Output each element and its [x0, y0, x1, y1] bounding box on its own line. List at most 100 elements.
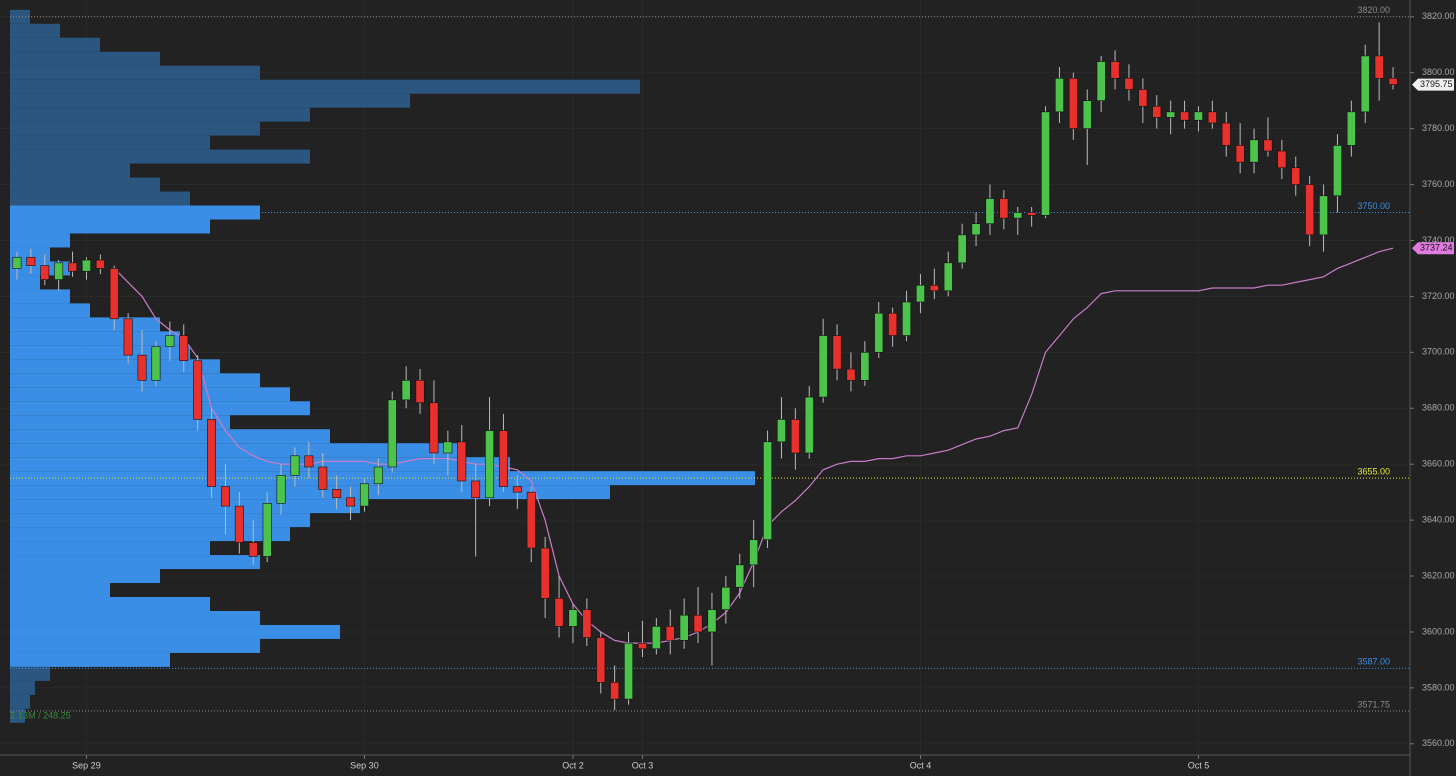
- candle-body: [651, 626, 661, 650]
- candle-body: [1305, 184, 1315, 236]
- candle-body: [262, 503, 272, 557]
- candle-body: [68, 262, 78, 272]
- profile-bar: [10, 555, 260, 570]
- profile-label: Σ 13M / 248.25: [10, 710, 71, 720]
- x-tick-label: Oct 3: [632, 760, 654, 770]
- profile-bar: [10, 624, 340, 639]
- candle-body: [415, 379, 425, 403]
- candle-body: [318, 466, 328, 490]
- candle-body: [1263, 139, 1273, 152]
- y-tick-label: 3780.00: [1422, 123, 1455, 133]
- x-tick-label: Sep 30: [350, 760, 379, 770]
- candle-body: [109, 268, 119, 320]
- candle-body: [540, 547, 550, 599]
- candle-body: [915, 284, 925, 303]
- profile-bar: [10, 415, 230, 430]
- profile-bar: [10, 429, 330, 444]
- profile-bar: [10, 233, 70, 248]
- candle-body: [1207, 111, 1217, 124]
- profile-bar: [10, 694, 30, 709]
- profile-bar: [10, 499, 360, 514]
- profile-bar: [10, 205, 260, 220]
- candle-body: [693, 614, 703, 633]
- candle-body: [1277, 150, 1287, 169]
- candle-body: [137, 354, 147, 381]
- candle-body: [276, 475, 286, 504]
- profile-bar: [10, 610, 260, 625]
- candle-body: [457, 441, 467, 482]
- x-tick-label: Sep 29: [72, 760, 101, 770]
- x-tick-label: Oct 4: [910, 760, 932, 770]
- profile-bar: [10, 373, 260, 388]
- profile-bar: [10, 51, 160, 66]
- candle-body: [568, 609, 578, 627]
- candle-body: [735, 564, 745, 588]
- candle-body: [1110, 61, 1120, 79]
- candle-body: [610, 681, 620, 700]
- y-tick-label: 3800.00: [1422, 67, 1455, 77]
- profile-bar: [10, 303, 90, 318]
- candle-body: [874, 312, 884, 353]
- close-tag: [1412, 78, 1454, 91]
- x-tick-label: Oct 2: [562, 760, 584, 770]
- y-tick-label: 3760.00: [1422, 179, 1455, 189]
- level-label: 3820.00: [1357, 5, 1390, 15]
- candle-body: [401, 379, 411, 401]
- candle-body: [1235, 145, 1245, 163]
- profile-bar: [10, 359, 220, 374]
- profile-bar: [10, 541, 210, 556]
- candle-body: [165, 335, 175, 348]
- candle-body: [429, 402, 439, 454]
- vwap-tag: [1412, 242, 1454, 255]
- level-label: 3655.00: [1357, 467, 1390, 477]
- candle-body: [790, 419, 800, 454]
- profile-bar: [10, 191, 190, 206]
- candle-body: [387, 399, 397, 468]
- candle-body: [1041, 111, 1051, 216]
- candle-body: [1319, 195, 1329, 236]
- candle-body: [1138, 89, 1148, 107]
- profile-bar: [10, 569, 160, 584]
- candle-body: [1374, 55, 1384, 79]
- candle-body: [665, 626, 675, 641]
- candle-body: [123, 318, 133, 356]
- candle-body: [929, 284, 939, 292]
- close-label: 3795.75: [1420, 79, 1453, 89]
- candle-body: [1166, 111, 1176, 118]
- candle-body: [804, 396, 814, 454]
- candle-body: [1249, 139, 1259, 163]
- candle-body: [1332, 145, 1342, 197]
- candle-body: [220, 486, 230, 507]
- profile-bar: [10, 331, 180, 346]
- profile-bar: [10, 317, 160, 332]
- profile-bar: [10, 79, 640, 94]
- candle-body: [971, 223, 981, 236]
- candle-body: [485, 430, 495, 499]
- profile-bar: [10, 23, 60, 38]
- candle-body: [443, 441, 453, 454]
- candle-body: [12, 256, 22, 269]
- profile-bar: [10, 345, 190, 360]
- candle-body: [1152, 105, 1162, 118]
- y-tick-label: 3640.00: [1422, 514, 1455, 524]
- candle-body: [902, 301, 912, 336]
- candle-body: [95, 259, 105, 269]
- profile-bar: [10, 527, 290, 542]
- candle-body: [26, 256, 36, 266]
- profile-bar: [10, 149, 310, 164]
- candle-body: [1082, 100, 1092, 129]
- y-tick-label: 3820.00: [1422, 11, 1455, 21]
- candle-body: [346, 497, 356, 507]
- candle-body: [471, 480, 481, 499]
- profile-bar: [10, 275, 40, 290]
- candle-body: [860, 352, 870, 381]
- profile-bar: [10, 289, 70, 304]
- candle-body: [81, 259, 91, 272]
- candle-body: [373, 466, 383, 485]
- profile-bar: [10, 666, 50, 681]
- profile-bar: [10, 135, 210, 150]
- candle-body: [776, 419, 786, 443]
- candle-body: [832, 335, 842, 370]
- profile-bar: [10, 93, 410, 108]
